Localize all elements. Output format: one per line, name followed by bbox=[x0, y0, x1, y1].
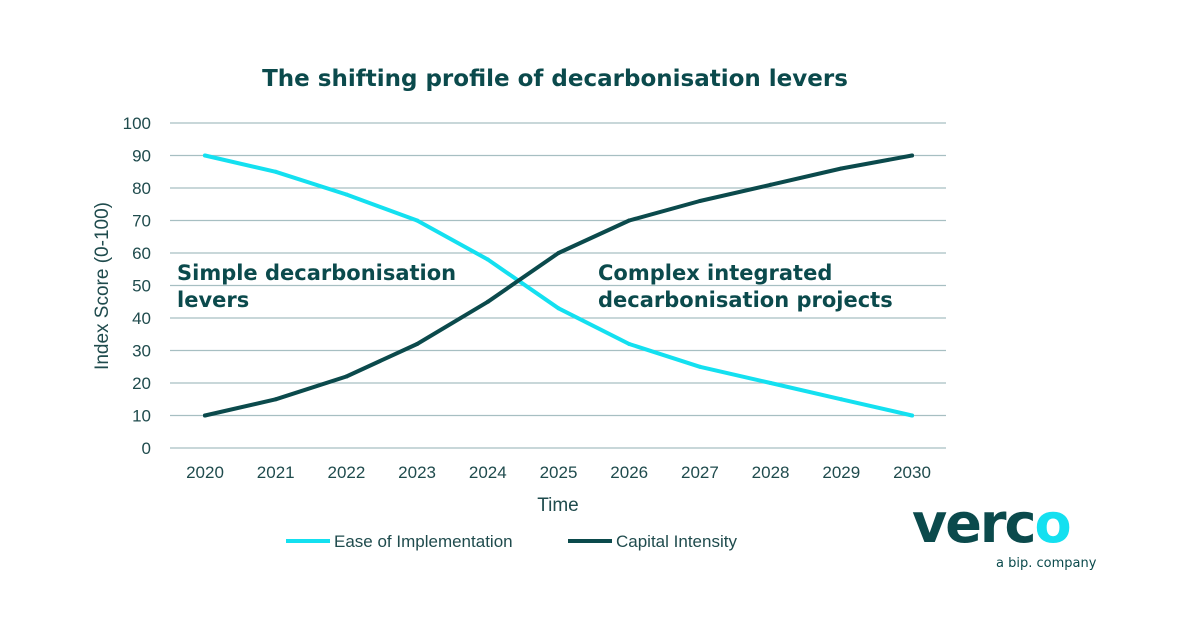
series-0-point-2027 bbox=[697, 364, 702, 369]
y-tick-label: 20 bbox=[132, 374, 151, 393]
y-tick-label: 0 bbox=[142, 439, 151, 458]
x-tick-label: 2025 bbox=[540, 463, 578, 482]
y-tick-label: 60 bbox=[132, 244, 151, 263]
series-1-point-2027 bbox=[697, 199, 702, 203]
x-tick-label: 2022 bbox=[327, 463, 365, 482]
series-1-point-2025 bbox=[556, 251, 561, 255]
logo-word-main: verc bbox=[912, 492, 1036, 555]
y-tick-label: 10 bbox=[132, 407, 151, 426]
series-0-point-2029 bbox=[839, 397, 844, 402]
x-tick-label: 2024 bbox=[469, 463, 507, 482]
y-tick-label: 90 bbox=[132, 147, 151, 166]
x-axis-ticks: 2020 2021 2022 2023 2024 2025 2026 2027 2028 2029… bbox=[186, 463, 931, 482]
series-1-point-2024 bbox=[485, 299, 490, 304]
x-tick-label: 2029 bbox=[822, 463, 860, 482]
y-axis-ticks: 0 10 20 30 40 50 60 70 80 90 100 bbox=[123, 114, 151, 458]
y-tick-label: 70 bbox=[132, 212, 151, 231]
logo-tagline: a bip. company bbox=[996, 556, 1097, 571]
logo-wordmark: verco bbox=[912, 492, 1072, 555]
series-0-point-2020 bbox=[203, 153, 207, 158]
x-tick-label: 2021 bbox=[257, 463, 295, 482]
series-1-point-2020 bbox=[203, 413, 207, 418]
logo-word-accent: o bbox=[1034, 492, 1071, 555]
x-tick-label: 2026 bbox=[610, 463, 648, 482]
annotation-complex-line-1: Complex integrated bbox=[598, 261, 832, 285]
series-0-point-2025 bbox=[556, 306, 561, 311]
series-0-point-2023 bbox=[415, 218, 420, 223]
annotation-simple-line-2: levers bbox=[177, 288, 249, 312]
legend: Ease of Implementation Capital Intensity bbox=[286, 532, 737, 551]
y-tick-label: 80 bbox=[132, 179, 151, 198]
series-0-point-2021 bbox=[273, 169, 278, 174]
y-tick-label: 40 bbox=[132, 309, 151, 328]
series-1-point-2022 bbox=[344, 374, 349, 379]
annotation-simple-line-1: Simple decarbonisation bbox=[177, 261, 456, 285]
gridlines bbox=[170, 122, 946, 449]
series-lines bbox=[203, 153, 914, 418]
y-tick-label: 30 bbox=[132, 342, 151, 361]
x-tick-label: 2028 bbox=[752, 463, 790, 482]
series-1-point-2029 bbox=[839, 166, 844, 171]
x-tick-label: 2027 bbox=[681, 463, 719, 482]
chart-title: The shifting profile of decarbonisation … bbox=[262, 66, 848, 92]
series-0-point-2030 bbox=[910, 413, 914, 418]
y-tick-label: 50 bbox=[132, 277, 151, 296]
series-0-point-2022 bbox=[344, 192, 349, 197]
x-tick-label: 2030 bbox=[893, 463, 931, 482]
annotation-complex-line-2: decarbonisation projects bbox=[598, 288, 893, 312]
series-0-point-2024 bbox=[485, 257, 490, 262]
legend-label-capital: Capital Intensity bbox=[616, 532, 737, 551]
series-0-point-2028 bbox=[768, 381, 773, 385]
verco-logo: verco a bip. company bbox=[912, 492, 1112, 580]
series-1-point-2021 bbox=[273, 397, 278, 402]
legend-label-ease: Ease of Implementation bbox=[334, 532, 513, 551]
x-tick-label: 2023 bbox=[398, 463, 436, 482]
series-1-point-2026 bbox=[627, 218, 632, 223]
y-axis-label: Index Score (0-100) bbox=[92, 202, 113, 370]
x-axis-label: Time bbox=[537, 495, 579, 516]
x-tick-label: 2020 bbox=[186, 463, 224, 482]
series-0-point-2026 bbox=[627, 342, 632, 346]
series-1-point-2028 bbox=[768, 182, 773, 187]
series-1-point-2023 bbox=[415, 342, 420, 346]
y-tick-label: 100 bbox=[123, 114, 151, 133]
series-1-point-2030 bbox=[910, 153, 914, 158]
